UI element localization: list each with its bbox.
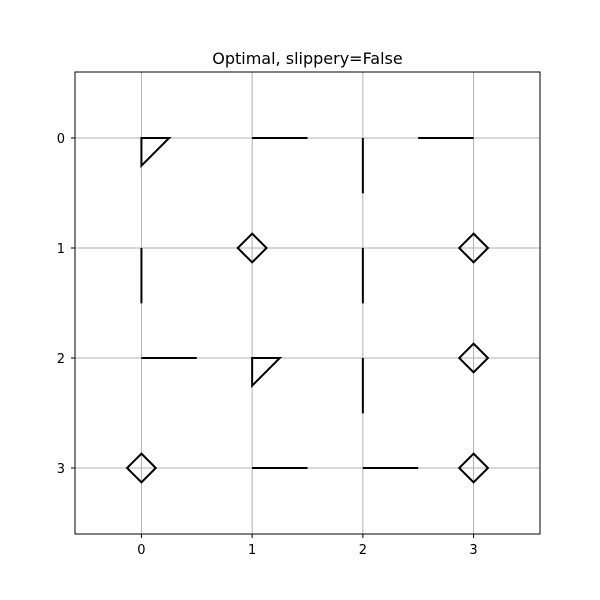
x-tick-label: 2 [359, 543, 367, 558]
y-tick-label: 2 [57, 352, 65, 367]
x-tick-label: 0 [137, 543, 145, 558]
plot-frame [74, 71, 541, 535]
action-mixed-marker [251, 357, 283, 389]
y-tick-label: 1 [57, 242, 65, 257]
x-tick-label: 1 [248, 543, 256, 558]
goal-marker [457, 452, 490, 484]
chart-title: Optimal, slippery=False [212, 49, 402, 68]
goal-marker [457, 232, 490, 264]
x-tick-label: 3 [469, 543, 477, 558]
y-tick-label: 0 [57, 132, 65, 147]
goal-marker [125, 452, 158, 484]
goal-marker [236, 232, 268, 264]
y-tick-label: 3 [57, 462, 65, 477]
axis-ticks: 0 1 2 3 0 1 2 3 [57, 132, 478, 558]
policy-markers [125, 137, 490, 484]
goal-marker [457, 342, 490, 374]
action-mixed-marker [140, 137, 172, 169]
